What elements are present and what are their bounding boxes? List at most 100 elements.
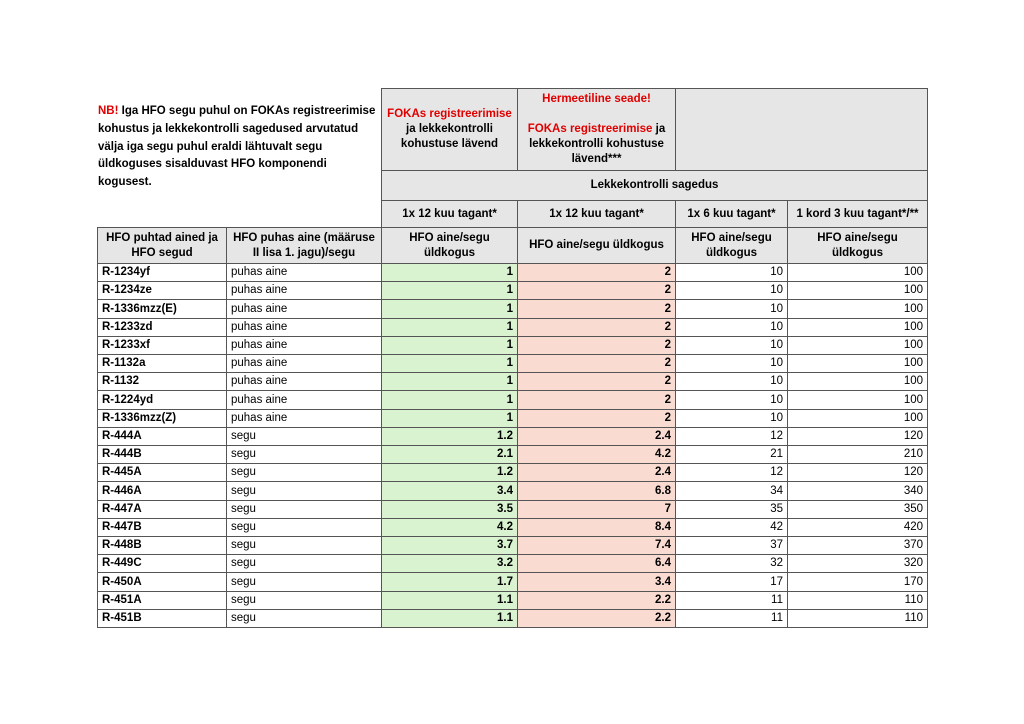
row-label: segu [226, 426, 382, 446]
row-label: R-447A [97, 499, 227, 519]
table-value: 1 [381, 408, 518, 428]
table-value: 100 [787, 408, 928, 428]
table-value: 1.2 [381, 426, 518, 446]
table-value: 4.2 [381, 517, 518, 537]
table-value: 6.4 [517, 554, 676, 574]
threshold-highlight: FOKAs registreerimise [387, 108, 512, 120]
table-value: 21 [675, 445, 788, 465]
table-value: 1.1 [381, 590, 518, 610]
table-value: 1 [381, 390, 518, 410]
table-value: 3.4 [381, 481, 518, 501]
row-label: R-1132a [97, 354, 227, 374]
table-value: 1 [381, 263, 518, 283]
row-label: R-444B [97, 445, 227, 465]
table-value: 100 [787, 372, 928, 392]
table-value: 170 [787, 572, 928, 592]
row-label: R-1233zd [97, 317, 227, 337]
row-label: puhas aine [226, 263, 382, 283]
row-label: segu [226, 445, 382, 465]
table-value: 100 [787, 299, 928, 319]
row-label: R-451A [97, 590, 227, 610]
table-value: 12 [675, 426, 788, 446]
table-value: 17 [675, 572, 788, 592]
table-value: 2.1 [381, 445, 518, 465]
table-value: 12 [675, 463, 788, 483]
row-label: segu [226, 608, 382, 628]
table-value: 120 [787, 463, 928, 483]
column-header: HFO puhtad ained ja HFO segud [97, 227, 227, 264]
table-value: 2 [517, 390, 676, 410]
row-label: segu [226, 517, 382, 537]
table-value: 2 [517, 408, 676, 428]
frequency-title: Lekkekontrolli sagedus [381, 170, 928, 201]
table-value: 2.2 [517, 608, 676, 628]
threshold-warning: Hermeetiline seade! [542, 93, 651, 105]
row-label: puhas aine [226, 335, 382, 355]
row-label: R-1224yd [97, 390, 227, 410]
empty-header-cell [675, 88, 928, 171]
row-label: R-1233xf [97, 335, 227, 355]
table-value: 420 [787, 517, 928, 537]
table-value: 1.2 [381, 463, 518, 483]
table-value: 32 [675, 554, 788, 574]
row-label: puhas aine [226, 354, 382, 374]
table-value: 100 [787, 390, 928, 410]
threshold-header: FOKAs registreerimise ja lekkekontrolli k… [381, 88, 518, 171]
frequency-header: 1x 6 kuu tagant* [675, 200, 788, 228]
table-value: 100 [787, 281, 928, 301]
table-value: 320 [787, 554, 928, 574]
table-value: 370 [787, 536, 928, 556]
table-value: 10 [675, 408, 788, 428]
table-value: 10 [675, 372, 788, 392]
table-value: 100 [787, 354, 928, 374]
row-label: R-447B [97, 517, 227, 537]
row-label: puhas aine [226, 390, 382, 410]
frequency-header: 1 kord 3 kuu tagant*/** [787, 200, 928, 228]
row-label: segu [226, 554, 382, 574]
table-value: 11 [675, 590, 788, 610]
table-value: 2.4 [517, 463, 676, 483]
table-value: 210 [787, 445, 928, 465]
table-value: 10 [675, 390, 788, 410]
table-value: 10 [675, 354, 788, 374]
table-value: 2 [517, 299, 676, 319]
table-value: 1 [381, 354, 518, 374]
frequency-header: 1x 12 kuu tagant* [381, 200, 518, 228]
table-value: 3.2 [381, 554, 518, 574]
table-value: 2 [517, 281, 676, 301]
table-value: 100 [787, 335, 928, 355]
row-label: segu [226, 499, 382, 519]
column-header: HFO puhas aine (määruse II lisa 1. jagu)… [226, 227, 382, 264]
row-label: R-450A [97, 572, 227, 592]
table-value: 10 [675, 299, 788, 319]
column-header: HFO aine/segu üldkogus [517, 227, 676, 264]
note: NB! Iga HFO segu puhul on FOKAs registre… [98, 103, 376, 192]
table-value: 11 [675, 608, 788, 628]
row-label: segu [226, 536, 382, 556]
row-label: R-1132 [97, 372, 227, 392]
table-value: 10 [675, 263, 788, 283]
table-value: 10 [675, 335, 788, 355]
column-header: HFO aine/segu üldkogus [675, 227, 788, 264]
table-value: 7 [517, 499, 676, 519]
row-label: R-451B [97, 608, 227, 628]
threshold-header: Hermeetiline seade! FOKAs registreerimise… [517, 88, 676, 171]
row-label: puhas aine [226, 317, 382, 337]
threshold-text: ja lekkekontrolli kohustuse lävend*** [529, 122, 666, 165]
table-value: 3.4 [517, 572, 676, 592]
table-value: 2 [517, 372, 676, 392]
column-header: HFO aine/segu üldkogus [381, 227, 518, 264]
table-value: 100 [787, 317, 928, 337]
table-value: 8.4 [517, 517, 676, 537]
table-value: 1.7 [381, 572, 518, 592]
table-value: 1 [381, 317, 518, 337]
row-label: segu [226, 590, 382, 610]
table-value: 10 [675, 281, 788, 301]
row-label: R-1336mzz(E) [97, 299, 227, 319]
row-label: R-446A [97, 481, 227, 501]
threshold-text: ja lekkekontrolli kohustuse lävend [400, 122, 499, 150]
row-label: puhas aine [226, 281, 382, 301]
row-label: R-445A [97, 463, 227, 483]
note-text: Iga HFO segu puhul on FOKAs registreerim… [98, 105, 376, 189]
